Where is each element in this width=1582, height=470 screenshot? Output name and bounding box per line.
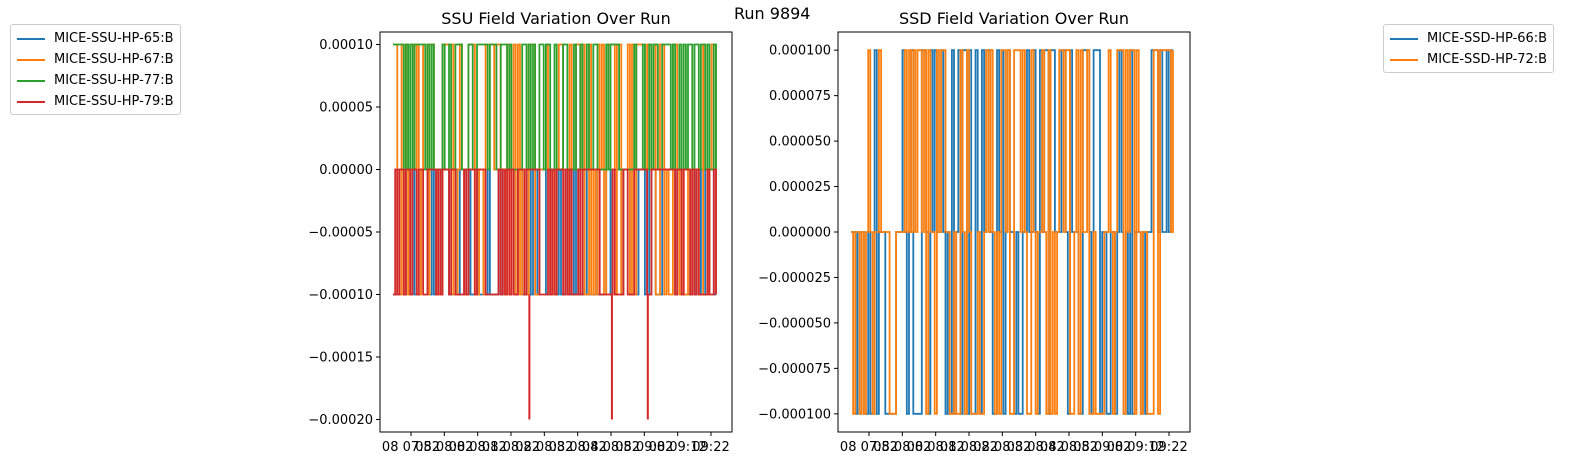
x-tick-label: 08 07:52: [840, 440, 898, 455]
legend-swatch: [17, 79, 45, 82]
legend-label: MICE-SSU-HP-77:B: [54, 73, 174, 88]
legend-swatch: [17, 100, 45, 103]
x-tick-label: 08 08:52: [1040, 440, 1098, 455]
x-tick-label: 08 09:02: [615, 440, 673, 455]
ssu-legend: MICE-SSU-HP-65:B MICE-SSU-HP-67:B MICE-S…: [10, 24, 181, 115]
legend-label: MICE-SSU-HP-65:B: [54, 31, 174, 46]
chart-title: SSU Field Variation Over Run: [441, 9, 670, 28]
x-tick-label: 08 09:12: [1107, 440, 1165, 455]
x-tick-label: 08 08:42: [1007, 440, 1065, 455]
legend-swatch: [17, 58, 45, 61]
chart-1: SSD Field Variation Over Run 0.000100 0.00…: [758, 9, 1191, 455]
x-tick-label: 08 08:52: [582, 440, 640, 455]
legend-label: MICE-SSD-HP-66:B: [1427, 31, 1548, 46]
series-line-3: [393, 168, 717, 296]
x-tick-label: 08 08:12: [449, 440, 507, 455]
x-tick-label: 08 08:42: [549, 440, 607, 455]
y-tick-label: −0.000050: [758, 316, 831, 331]
x-tick-label: 08 08:02: [873, 440, 931, 455]
x-tick-label: 08 07:52: [382, 440, 440, 455]
legend-entry: MICE-SSU-HP-77:B: [17, 70, 174, 91]
y-tick-label: 0.000025: [769, 180, 831, 195]
legend-entry: MICE-SSU-HP-79:B: [17, 91, 174, 112]
x-tick-label: 09:22: [692, 440, 729, 455]
legend-entry: MICE-SSU-HP-65:B: [17, 28, 174, 49]
y-tick-label: 0.000000: [769, 226, 831, 241]
x-tick-label: 08 08:22: [482, 440, 540, 455]
legend-swatch: [1390, 58, 1418, 61]
x-tick-label: 09:22: [1150, 440, 1187, 455]
y-tick-label: −0.000100: [758, 407, 831, 422]
legend-label: MICE-SSU-HP-67:B: [54, 52, 174, 67]
x-tick-label: 08 08:32: [515, 440, 573, 455]
y-tick-label: 0.00010: [319, 38, 373, 53]
x-tick-label: 08 08:22: [940, 440, 998, 455]
y-tick-label: 0.00000: [319, 163, 373, 178]
chart-0: SSU Field Variation Over Run 0.00010 0.000…: [308, 9, 733, 455]
series-line-1: [851, 49, 1174, 415]
legend-entry: MICE-SSD-HP-72:B: [1390, 49, 1547, 70]
x-tick-label: 08 08:02: [415, 440, 473, 455]
y-tick-label: −0.000025: [758, 271, 831, 286]
y-tick-label: −0.000075: [758, 362, 831, 377]
legend-label: MICE-SSD-HP-72:B: [1427, 52, 1548, 67]
y-tick-label: −0.00010: [308, 288, 373, 303]
y-tick-label: −0.00020: [308, 413, 373, 428]
legend-label: MICE-SSU-HP-79:B: [54, 94, 174, 109]
y-tick-label: 0.000100: [769, 44, 831, 59]
y-tick-label: 0.00005: [319, 101, 373, 116]
ssd-legend: MICE-SSD-HP-66:B MICE-SSD-HP-72:B: [1383, 24, 1555, 73]
x-tick-label: 08 08:12: [907, 440, 965, 455]
y-tick-label: 0.000050: [769, 135, 831, 150]
x-tick-label: 08 08:32: [973, 440, 1031, 455]
x-tick-label: 08 09:02: [1073, 440, 1131, 455]
legend-swatch: [17, 37, 45, 40]
legend-swatch: [1390, 37, 1418, 40]
y-tick-label: −0.00015: [308, 351, 373, 366]
chart-title: SSD Field Variation Over Run: [899, 9, 1129, 28]
y-tick-label: 0.000075: [769, 89, 831, 104]
figure-title: Run 9894: [734, 4, 811, 23]
legend-entry: MICE-SSD-HP-66:B: [1390, 28, 1547, 49]
legend-entry: MICE-SSU-HP-67:B: [17, 49, 174, 70]
x-tick-label: 08 09:12: [649, 440, 707, 455]
y-tick-label: −0.00005: [308, 226, 373, 241]
